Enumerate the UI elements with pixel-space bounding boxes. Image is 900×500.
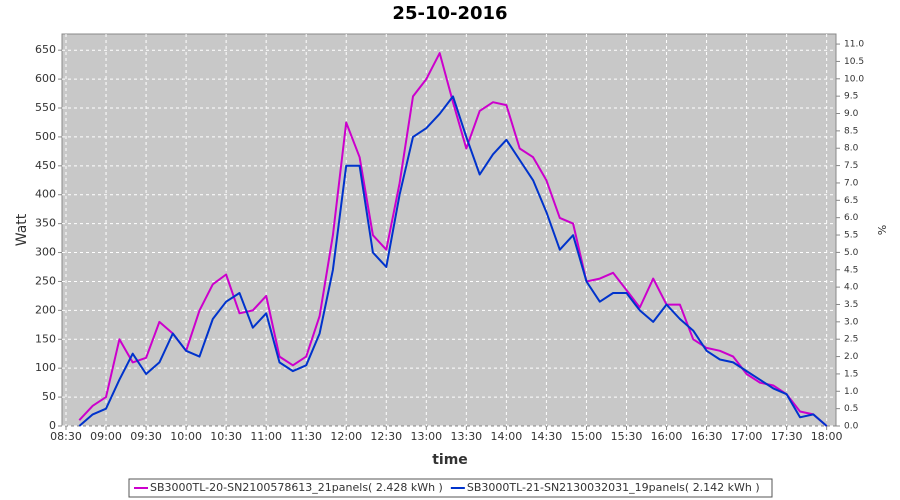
x-tick-label: 17:00	[731, 430, 763, 443]
y2-tick-label: 1.5	[844, 369, 858, 379]
x-tick-label: 14:30	[531, 430, 563, 443]
legend-box	[128, 478, 773, 498]
y-tick-label: 600	[35, 72, 56, 85]
y-tick-label: 100	[35, 361, 56, 374]
y-tick-label: 150	[35, 332, 56, 345]
y2-tick-label: 7.0	[844, 178, 859, 188]
x-tick-label: 14:00	[491, 430, 523, 443]
y2-tick-label: 6.0	[844, 213, 859, 223]
y-tick-label: 350	[35, 217, 56, 230]
x-tick-label: 12:30	[370, 430, 402, 443]
y2-tick-label: 6.5	[844, 196, 858, 206]
y-tick-label: 300	[35, 246, 56, 259]
y2-tick-label: 10.5	[844, 57, 864, 67]
y-tick-label: 250	[35, 274, 56, 287]
x-tick-label: 13:00	[410, 430, 442, 443]
y2-tick-label: 3.0	[844, 317, 859, 327]
y2-tick-label: 9.0	[844, 109, 859, 119]
x-tick-label: 18:00	[811, 430, 843, 443]
y2-tick-label: 0.5	[844, 404, 858, 414]
x-tick-label: 16:30	[691, 430, 723, 443]
x-tick-label: 15:00	[571, 430, 603, 443]
x-axis-label: time	[432, 452, 468, 468]
y2-tick-label: 11.0	[844, 40, 864, 50]
y2-tick-label: 8.5	[844, 126, 858, 136]
y2-tick-label: 7.5	[844, 161, 858, 171]
y2-tick-label: 9.5	[844, 92, 858, 102]
chart-title: 25-10-2016	[392, 3, 507, 24]
x-tick-label: 08:30	[50, 430, 82, 443]
x-tick-label: 10:30	[210, 430, 242, 443]
y2-tick-label: 2.5	[844, 335, 858, 345]
y-tick-label: 50	[42, 390, 56, 403]
y-tick-label: 0	[49, 419, 56, 432]
y2-axis-label: %	[875, 225, 888, 235]
y2-tick-label: 8.0	[844, 144, 859, 154]
x-tick-label: 11:30	[290, 430, 322, 443]
y-tick-label: 450	[35, 159, 56, 172]
y2-tick-label: 3.5	[844, 300, 858, 310]
plot-area	[61, 33, 837, 427]
y2-tick-label: 1.0	[844, 387, 859, 397]
x-tick-label: 15:30	[611, 430, 643, 443]
y-axis-label: Watt	[14, 213, 30, 246]
y2-tick-label: 4.5	[844, 265, 858, 275]
x-tick-label: 10:00	[170, 430, 202, 443]
x-tick-label: 13:30	[450, 430, 482, 443]
x-tick-label: 16:00	[651, 430, 683, 443]
legend-label: SB3000TL-20-SN2100578613_21panels( 2.428…	[150, 481, 443, 494]
x-tick-label: 11:00	[250, 430, 282, 443]
x-tick-label: 17:30	[771, 430, 803, 443]
y-tick-label: 650	[35, 43, 56, 56]
y2-tick-label: 5.0	[844, 248, 859, 258]
y2-tick-label: 4.0	[844, 283, 859, 293]
y2-tick-label: 5.5	[844, 231, 858, 241]
y2-tick-label: 2.0	[844, 352, 859, 362]
x-tick-label: 12:00	[330, 430, 362, 443]
y2-tick-label: 0.0	[844, 422, 859, 432]
series-line	[78, 95, 828, 427]
y2-tick-label: 10.0	[844, 74, 864, 84]
y-tick-label: 400	[35, 188, 56, 201]
y-tick-label: 500	[35, 130, 56, 143]
x-tick-label: 09:00	[90, 430, 122, 443]
y-tick-label: 200	[35, 303, 56, 316]
x-tick-label: 09:30	[130, 430, 162, 443]
legend-label: SB3000TL-21-SN2130032031_19panels( 2.142…	[467, 481, 760, 494]
y-tick-label: 550	[35, 101, 56, 114]
